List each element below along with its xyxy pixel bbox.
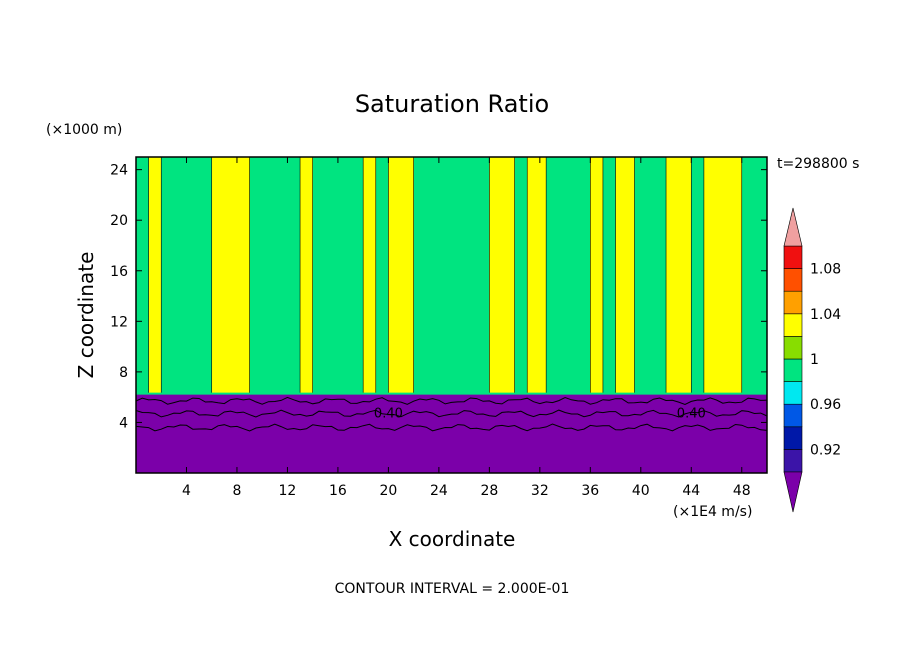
colorbar-band <box>783 268 803 292</box>
green-column <box>362 156 377 395</box>
green-column <box>148 156 162 395</box>
colorbar: 0.92 0.96 1 1.04 1.08 <box>783 207 841 513</box>
y-tick-label: 20 <box>110 213 128 229</box>
colorbar-band <box>783 336 803 360</box>
colorbar-label: 0.92 <box>810 442 841 458</box>
y-tick-label: 8 <box>119 365 128 381</box>
colorbar-band <box>783 403 803 428</box>
colorbar-band <box>783 313 803 337</box>
colorbar-band <box>783 381 803 405</box>
contour-line <box>135 423 768 432</box>
x-tick-label: 40 <box>632 483 650 499</box>
contour-line <box>135 396 768 406</box>
green-column <box>299 156 313 395</box>
y-tick-label: 12 <box>110 314 128 330</box>
x-axis-unit: (×1E4 m/s) <box>673 504 752 520</box>
green-column <box>489 156 515 395</box>
x-tick-label: 16 <box>329 483 347 499</box>
green-column <box>665 156 692 395</box>
plot-area: 0.40 0.40 <box>135 156 768 474</box>
time-label: t=298800 s <box>777 156 859 172</box>
colorbar-band <box>783 449 803 473</box>
x-tick-label: 28 <box>480 483 498 499</box>
contour-label: 0.40 <box>677 407 706 422</box>
x-tick-label: 12 <box>279 483 297 499</box>
colorbar-label: 1.04 <box>810 307 841 323</box>
green-column <box>590 156 604 395</box>
y-tick-label: 16 <box>110 264 128 280</box>
contour-label: 0.40 <box>374 407 403 422</box>
x-tick-label: 44 <box>682 483 700 499</box>
green-column <box>703 156 743 395</box>
colorbar-label: 1.08 <box>810 262 841 278</box>
chart-title: Saturation Ratio <box>355 90 549 118</box>
y-tick-label: 4 <box>119 415 128 431</box>
x-tick-label: 4 <box>182 483 191 499</box>
colorbar-band <box>783 358 803 382</box>
contour-line <box>135 409 768 418</box>
colorbar-band <box>783 245 803 269</box>
x-tick-label: 8 <box>232 483 241 499</box>
x-tick-label: 20 <box>379 483 397 499</box>
x-tick-label: 36 <box>581 483 599 499</box>
y-axis-label: Z coordinate <box>74 252 98 379</box>
y-tick-label: 24 <box>110 163 128 179</box>
colorbar-band <box>783 426 803 450</box>
colorbar-band <box>783 290 803 315</box>
x-tick-label: 32 <box>531 483 549 499</box>
x-axis-label: X coordinate <box>389 527 516 551</box>
x-tick-label: 48 <box>733 483 751 499</box>
green-column <box>526 156 547 395</box>
x-axis-ticks: 4 8 12 16 20 24 28 32 36 40 44 48 <box>182 157 751 499</box>
colorbar-label: 0.96 <box>810 397 841 413</box>
green-column <box>615 156 635 395</box>
lower-layer <box>136 394 767 473</box>
x-tick-label: 24 <box>430 483 448 499</box>
y-axis-unit: (×1000 m) <box>46 122 122 138</box>
green-column <box>211 156 250 395</box>
colorbar-label: 1 <box>810 352 819 368</box>
plot-frame <box>135 156 768 474</box>
colorbar-below-arrow <box>783 471 803 513</box>
green-column <box>388 156 414 395</box>
contour-interval-note: CONTOUR INTERVAL = 2.000E-01 <box>335 581 570 597</box>
transition-band <box>136 392 767 396</box>
y-axis-ticks: 4 8 12 16 20 24 <box>110 163 767 431</box>
colorbar-above-arrow <box>783 207 803 247</box>
